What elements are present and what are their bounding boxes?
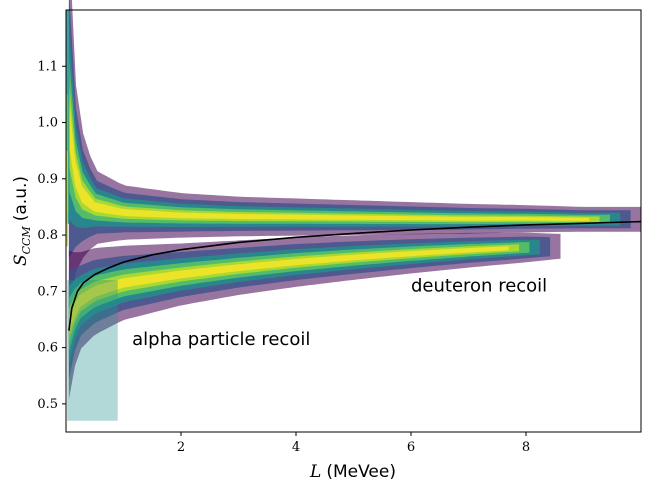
separation-curve-layer xyxy=(68,220,642,331)
y-tick-label: 0.5 xyxy=(37,397,58,412)
band-density-level-5 xyxy=(68,246,509,335)
band-density-level-5 xyxy=(68,98,590,221)
band-upper xyxy=(68,0,641,309)
y-tick-label: 0.9 xyxy=(37,172,58,187)
band-lower xyxy=(68,232,561,400)
x-tick-label: 6 xyxy=(407,440,415,455)
streak-layer-2 xyxy=(66,150,68,247)
low-energy-streak xyxy=(66,10,118,421)
plot-frame xyxy=(65,9,642,433)
x-tick-label: 4 xyxy=(292,440,300,455)
low-energy-spread xyxy=(67,280,118,421)
annotation-deuteron-recoil: deuteron recoil xyxy=(411,275,547,296)
y-tick-label: 1.1 xyxy=(37,59,58,74)
heatmap-layer xyxy=(66,0,641,421)
y-tick-label: 0.8 xyxy=(37,228,58,243)
y-tick-label: 0.7 xyxy=(37,284,58,299)
y-axis-label: SCCM(a.u.) xyxy=(11,176,33,266)
band-density-level-4 xyxy=(68,244,520,342)
x-axis-label: L (MeVee) xyxy=(309,462,396,482)
annotations: deuteron recoil alpha particle recoil xyxy=(132,275,547,349)
band-density-level-1 xyxy=(68,0,631,258)
annotation-alpha-particle-recoil: alpha particle recoil xyxy=(132,329,310,350)
y-tick-label: 0.6 xyxy=(37,341,58,356)
x-tick-label: 2 xyxy=(177,440,185,455)
band-density-level-4 xyxy=(68,80,600,223)
svg-text:SCCM(a.u.): SCCM(a.u.) xyxy=(11,176,33,266)
separation-curve xyxy=(68,220,642,331)
axis-ticks: 2 4 6 8 0.5 0.6 0.7 0.8 0.9 1.0 1.1 xyxy=(37,59,530,455)
y-tick-label: 1.0 xyxy=(37,116,58,131)
x-tick-label: 8 xyxy=(522,440,530,455)
